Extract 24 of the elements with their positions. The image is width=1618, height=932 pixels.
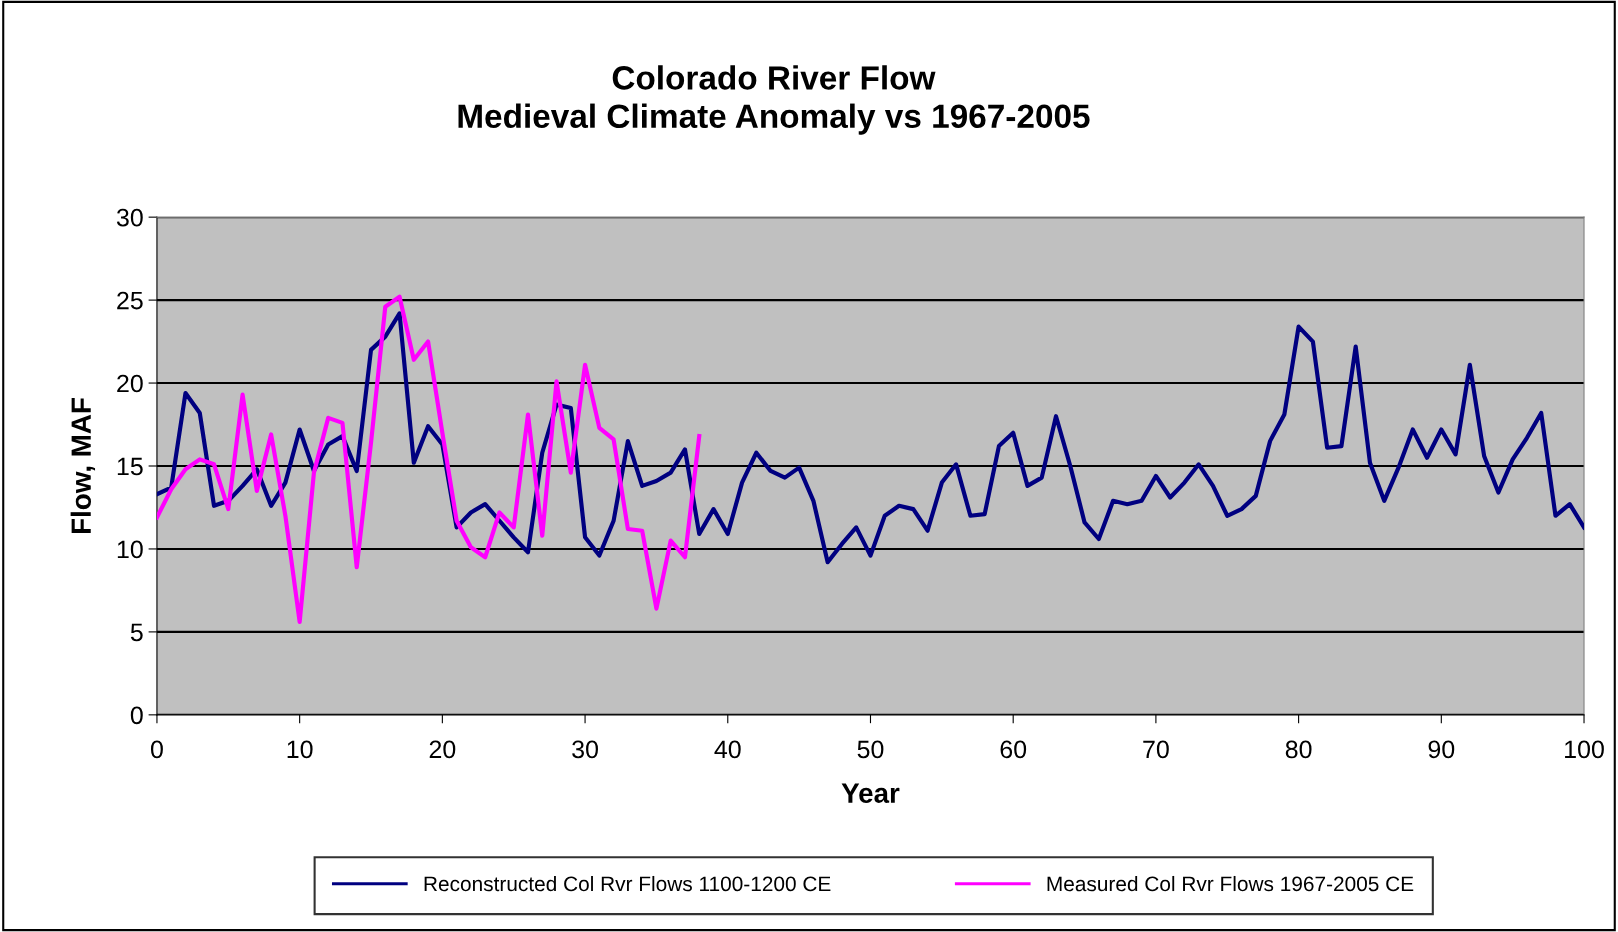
- x-tick-label: 70: [1143, 740, 1169, 759]
- x-axis-title: Year: [841, 783, 900, 803]
- x-tick-label: 0: [150, 740, 163, 759]
- legend-label: Reconstructed Col Rvr Flows 1100-1200 CE: [424, 875, 831, 892]
- x-tick-label: 60: [1000, 740, 1027, 759]
- x-tick-label: 40: [714, 740, 741, 759]
- x-tick-label: 80: [1285, 740, 1312, 759]
- y-axis-title: Flow, MAF: [70, 398, 96, 534]
- y-tick-label: 25: [117, 291, 143, 310]
- y-tick-label: 15: [117, 457, 143, 476]
- y-tick-label: 10: [117, 540, 143, 559]
- x-tick-label: 30: [572, 740, 598, 759]
- chart-title: Colorado River Flow Medieval Climate Anomaly vs 1967-2005: [458, 65, 1090, 135]
- y-tick-label: 30: [116, 208, 143, 227]
- y-tick-label: 0: [130, 706, 143, 725]
- y-tick-label: 20: [117, 374, 143, 393]
- legend-label: Measured Col Rvr Flows 1967-2005 CE: [1047, 875, 1414, 892]
- x-tick-label: 100: [1565, 740, 1604, 759]
- x-tick-label: 20: [429, 740, 456, 759]
- y-tick-label: 5: [130, 623, 143, 642]
- x-tick-label: 10: [287, 740, 313, 759]
- x-tick-label: 50: [857, 740, 884, 759]
- x-tick-label: 90: [1428, 740, 1455, 759]
- line-series: [156, 294, 702, 625]
